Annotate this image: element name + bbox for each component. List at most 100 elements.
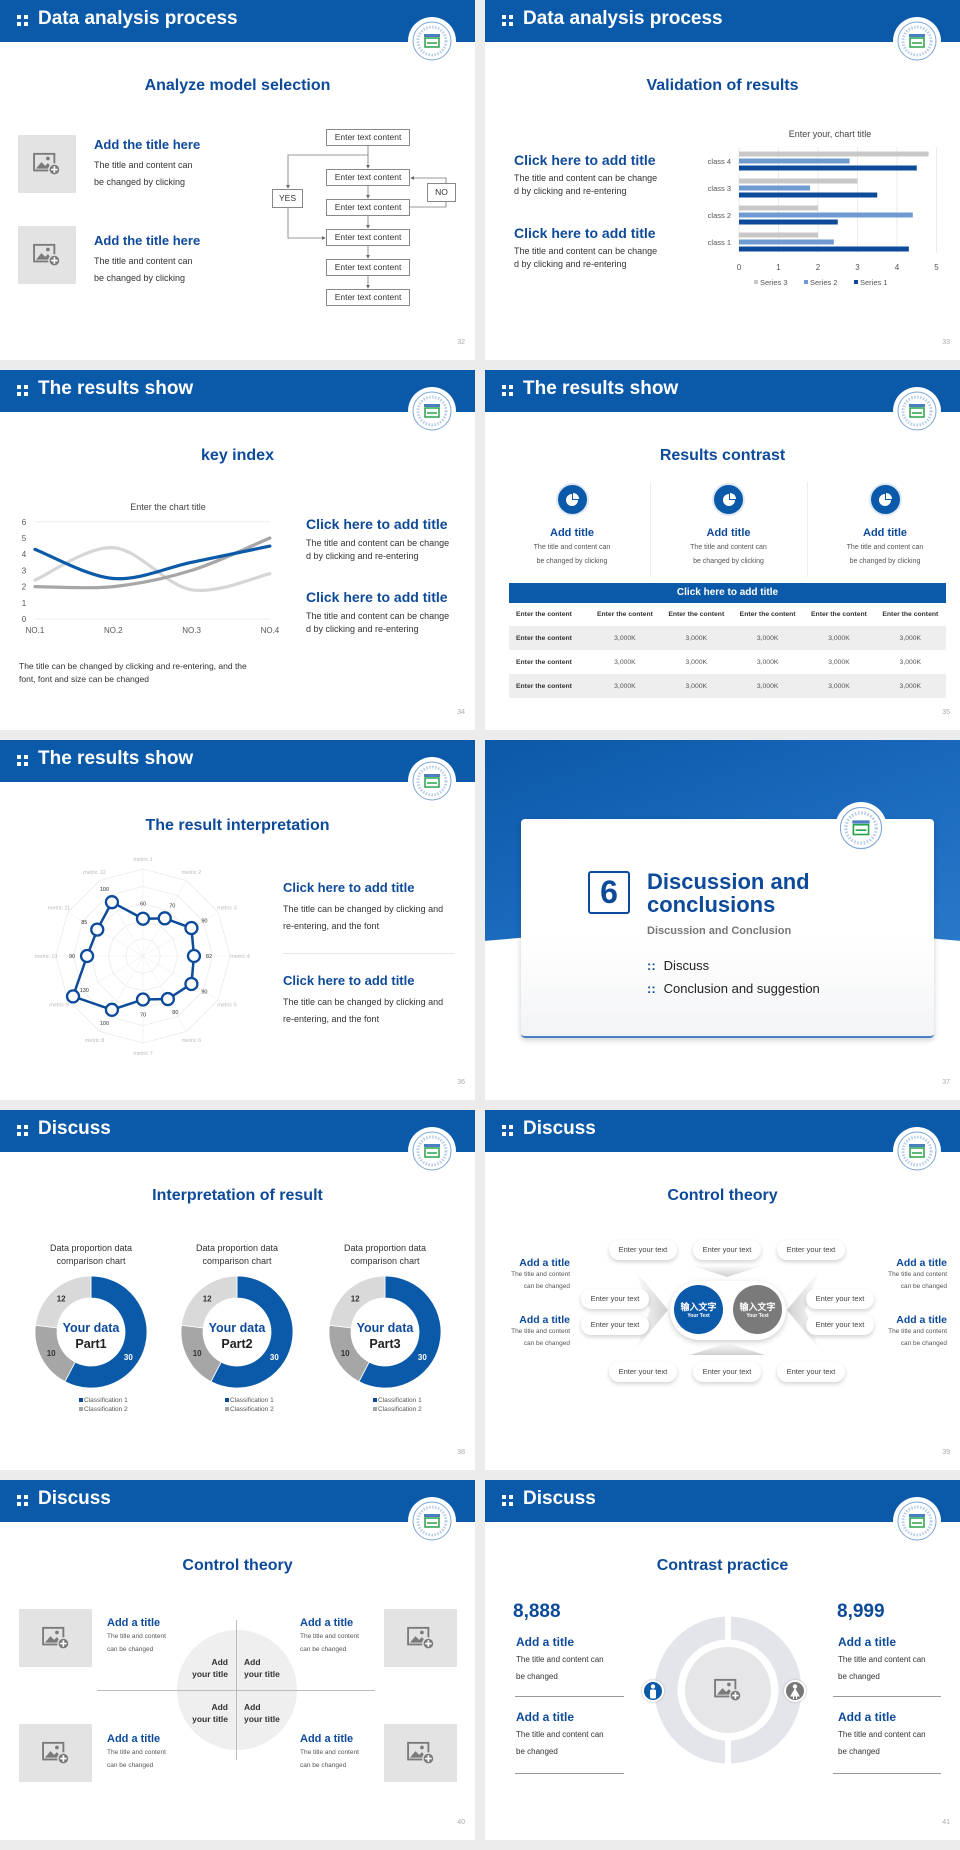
contrast-item[interactable]: Add a title The title and content can be c… bbox=[833, 1710, 941, 1774]
slide-39[interactable]: Discuss Control theory 输入文字 Your Text 输入文… bbox=[485, 1110, 960, 1470]
table-title[interactable]: Click here to add title bbox=[676, 587, 779, 598]
flow-box[interactable]: Enter text content bbox=[326, 199, 410, 216]
text-pill[interactable]: Enter your text bbox=[777, 1240, 845, 1260]
item-title[interactable]: Click here to add title bbox=[283, 880, 415, 895]
text-line: The title and content can bbox=[94, 256, 193, 266]
item-title[interactable]: Click here to add title bbox=[283, 973, 415, 988]
item-title[interactable]: Click here to add title bbox=[306, 516, 448, 532]
bullet-item[interactable]: :: Conclusion and suggestion bbox=[647, 981, 820, 996]
bullet-item[interactable]: :: Discuss bbox=[647, 958, 709, 973]
quadrant-item[interactable]: Add a title The title and content can be c… bbox=[300, 1617, 359, 1656]
image-add-icon bbox=[406, 1741, 435, 1765]
image-placeholder[interactable] bbox=[19, 1724, 92, 1782]
image-placeholder[interactable] bbox=[18, 135, 76, 193]
dots-icon bbox=[17, 385, 29, 397]
quadrant-label[interactable]: Add your title bbox=[170, 1657, 228, 1680]
text-line: d by clicking and re-entering bbox=[514, 259, 627, 269]
text-pill[interactable]: Enter your text bbox=[693, 1362, 761, 1382]
dots-icon bbox=[502, 1125, 514, 1137]
slide-33[interactable]: Data analysis process Validation of resu… bbox=[485, 0, 960, 360]
slide-40[interactable]: Discuss Control theory Add your title Add… bbox=[0, 1480, 475, 1840]
text-line: d by clicking and re-entering bbox=[306, 551, 419, 561]
legend-item: Classification 1 bbox=[79, 1397, 128, 1406]
chart-note[interactable]: The title can be changed by clicking and… bbox=[19, 660, 247, 686]
side-item[interactable]: Add a title The title and content can be c… bbox=[485, 1257, 570, 1293]
image-placeholder[interactable] bbox=[18, 226, 76, 284]
x-tick-label: NO.3 bbox=[182, 626, 201, 635]
item-text[interactable]: The title and content can be change d by … bbox=[306, 537, 449, 563]
line-chart: Enter the chart title 0 1 2 3 4 5 6 NO.1 NO.2 NO.3… bbox=[22, 502, 280, 635]
result-column[interactable]: Add title The title and content can be ch… bbox=[502, 483, 642, 569]
flow-box[interactable]: Enter text content bbox=[326, 229, 410, 246]
circle-text-en: Your Text bbox=[687, 1313, 710, 1319]
side-item[interactable]: Add a title The title and content can be c… bbox=[865, 1257, 947, 1293]
text-pill[interactable]: Enter your text bbox=[806, 1289, 874, 1309]
item-text[interactable]: The title and content can be changed by c… bbox=[94, 253, 193, 287]
university-seal-icon bbox=[412, 1501, 452, 1541]
y-tick-label: 1 bbox=[22, 599, 27, 608]
slide-37[interactable]: 6 Discussion and conclusions Discussion a… bbox=[485, 740, 960, 1100]
header-title: Discuss bbox=[523, 1488, 596, 1509]
title-line: Data proportion data bbox=[49, 1243, 133, 1253]
slide-32[interactable]: Data analysis process Analyze model sele… bbox=[0, 0, 475, 360]
item-text[interactable]: The title can be changed by clicking and… bbox=[283, 901, 443, 935]
quadrant-label[interactable]: Add your title bbox=[244, 1702, 304, 1725]
university-seal-icon bbox=[412, 391, 452, 431]
item-title[interactable]: Add the title here bbox=[94, 233, 201, 248]
side-item[interactable]: Add a title The title and content can be c… bbox=[865, 1314, 947, 1350]
item-title[interactable]: Click here to add title bbox=[514, 225, 656, 241]
bar bbox=[739, 219, 838, 225]
item-text[interactable]: The title and content can be change d by … bbox=[514, 172, 657, 198]
results-table: Enter the content Enter the content Enter … bbox=[509, 603, 946, 698]
image-placeholder[interactable] bbox=[713, 1677, 743, 1703]
item-text[interactable]: The title can be changed by clicking and… bbox=[283, 994, 443, 1028]
contrast-item[interactable]: Add a title The title and content can be c… bbox=[515, 1635, 624, 1697]
flow-box[interactable]: Enter text content bbox=[326, 169, 410, 186]
flow-no-box[interactable]: NO bbox=[427, 183, 456, 202]
center-top: Your data bbox=[208, 1321, 266, 1335]
slide-36[interactable]: The results show The result interpretati… bbox=[0, 740, 475, 1100]
contrast-item[interactable]: Add a title The title and content can be c… bbox=[515, 1710, 624, 1774]
item-text[interactable]: The title and content can be changed by c… bbox=[94, 157, 193, 191]
image-placeholder[interactable] bbox=[384, 1609, 457, 1667]
text-pill[interactable]: Enter your text bbox=[777, 1362, 845, 1382]
image-placeholder[interactable] bbox=[19, 1609, 92, 1667]
item-title[interactable]: Click here to add title bbox=[514, 152, 656, 168]
quadrant-item[interactable]: Add a title The title and content can be c… bbox=[300, 1733, 359, 1772]
text-pill[interactable]: Enter your text bbox=[609, 1362, 677, 1382]
center-circle-blue[interactable]: 输入文字 Your Text bbox=[674, 1285, 723, 1334]
text-pill[interactable]: Enter your text bbox=[693, 1240, 761, 1260]
slide-41[interactable]: Discuss Contrast practice 8,888 8,999 Ad… bbox=[485, 1480, 960, 1840]
flow-box[interactable]: Enter text content bbox=[326, 259, 410, 276]
flow-yes-box[interactable]: YES bbox=[272, 189, 303, 208]
item-title[interactable]: Add the title here bbox=[94, 137, 201, 152]
quadrant-item[interactable]: Add a title The title and content can be c… bbox=[107, 1617, 166, 1656]
quadrant-label[interactable]: Add your title bbox=[244, 1657, 304, 1680]
side-item[interactable]: Add a title The title and content can be c… bbox=[485, 1314, 570, 1350]
result-column[interactable]: Add title The title and content can be ch… bbox=[659, 483, 799, 569]
contrast-item[interactable]: Add a title The title and content can be c… bbox=[833, 1635, 941, 1697]
flow-box[interactable]: Enter text content bbox=[326, 129, 410, 146]
result-column[interactable]: Add title The title and content can be ch… bbox=[815, 483, 955, 569]
text-pill[interactable]: Enter your text bbox=[609, 1240, 677, 1260]
quadrant-label[interactable]: Add your title bbox=[170, 1702, 228, 1725]
circle-text-en: Your Text bbox=[746, 1313, 769, 1319]
quadrant-item[interactable]: Add a title The title and content can be c… bbox=[107, 1733, 166, 1772]
spoke bbox=[67, 955, 144, 1000]
center-circle-gray[interactable]: 输入文字 Your Text bbox=[733, 1285, 782, 1334]
text-pill[interactable]: Enter your text bbox=[581, 1315, 649, 1335]
image-placeholder[interactable] bbox=[384, 1724, 457, 1782]
item-text[interactable]: The title and content can be change d by … bbox=[514, 245, 657, 271]
slide-34[interactable]: The results show key index Enter the cha… bbox=[0, 370, 475, 730]
item-title[interactable]: Click here to add title bbox=[306, 589, 448, 605]
slide-35[interactable]: The results show Results contrast Add ti… bbox=[485, 370, 960, 730]
item-text[interactable]: The title and content can be change d by … bbox=[306, 610, 449, 636]
text-pill[interactable]: Enter your text bbox=[581, 1289, 649, 1309]
slide-38[interactable]: Discuss Interpretation of result Data pr… bbox=[0, 1110, 475, 1470]
donut-center-label: Your data Part1 bbox=[58, 1320, 124, 1352]
flow-box[interactable]: Enter text content bbox=[326, 289, 410, 306]
title-line: Data proportion data bbox=[195, 1243, 279, 1253]
text-pill[interactable]: Enter your text bbox=[806, 1315, 874, 1335]
dots-icon bbox=[17, 15, 29, 27]
text-line: The title and content can bbox=[533, 544, 611, 551]
